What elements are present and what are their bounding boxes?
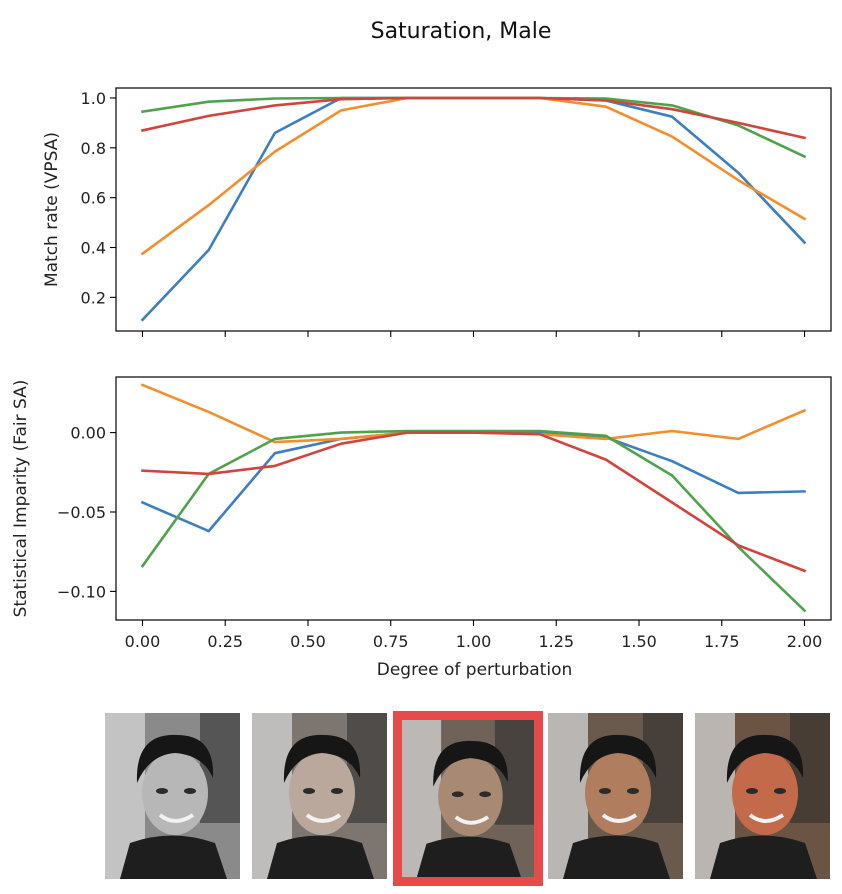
x-tick-label: 1.00	[456, 632, 492, 651]
x-tick-label: 0.50	[290, 632, 326, 651]
x-tick-label: 0.75	[373, 632, 409, 651]
statistical-imparity-panel: 0.00 −0.05 −0.10 0.00 0.25 0.50 0.75 1.00 1.25 1.…	[11, 376, 832, 680]
x-tick-label: 1.75	[704, 632, 740, 651]
x-axis-label: Degree of perturbation	[377, 660, 573, 680]
series-line-3	[140, 96, 807, 140]
y-tick-label: −0.10	[57, 582, 106, 601]
y-tick-label: 0.6	[81, 189, 106, 208]
x-tick-label: 2.00	[787, 632, 823, 651]
x-tick-label: 0.25	[207, 632, 243, 651]
y-tick-label: −0.05	[57, 503, 106, 522]
match-rate-panel: 0.2 0.4 0.6 0.8 1.0 Match rate (VPSA)	[42, 87, 832, 337]
x-tick-label: 1.50	[621, 632, 657, 651]
y-axis-label: Statistical Imparity (Fair SA)	[11, 380, 31, 618]
series-line-2	[140, 429, 807, 613]
y-tick-label: 0.2	[81, 288, 106, 307]
thumbnail-saturation-1.0	[402, 720, 534, 878]
thumbnail-saturation-2.0	[695, 713, 830, 879]
selected-thumbnail-frame	[393, 711, 543, 886]
y-tick-label: 0.4	[81, 239, 106, 258]
y-axis-label: Match rate (VPSA)	[42, 132, 62, 287]
y-tick-label: 1.0	[81, 89, 106, 108]
figure-title: Saturation, Male	[371, 19, 552, 44]
y-tick-label: 0.8	[81, 139, 106, 158]
x-tick-label: 1.25	[538, 632, 574, 651]
y-tick-label: 0.00	[70, 424, 106, 443]
thumbnail-saturation-0.5	[252, 713, 387, 879]
thumbnail-saturation-1.5	[548, 713, 683, 879]
x-tick-label: 0.00	[125, 632, 161, 651]
series-line-3	[141, 431, 807, 573]
thumbnail-saturation-0	[105, 713, 240, 879]
